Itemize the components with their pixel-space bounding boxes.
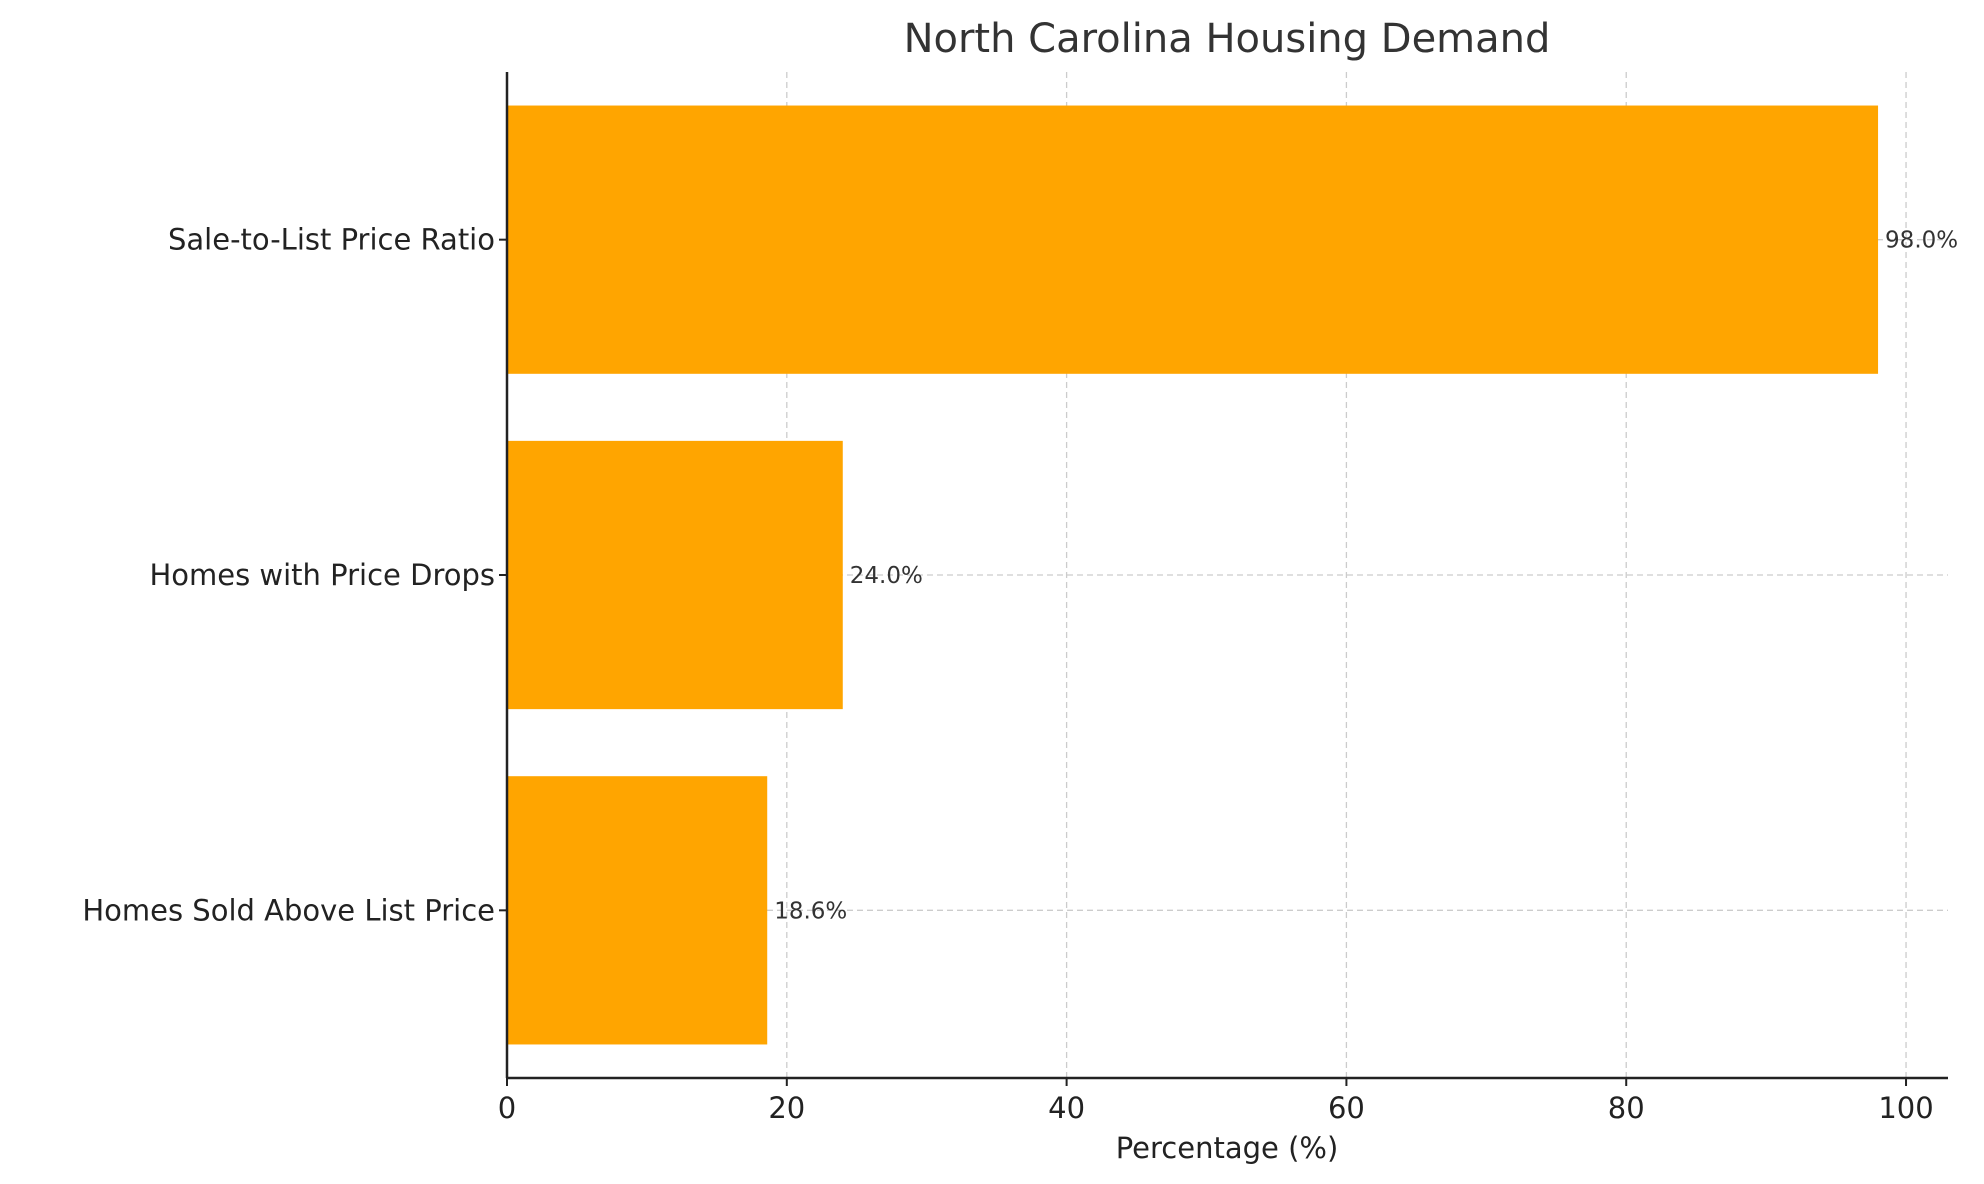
x-tick-label: 0 [498, 1091, 516, 1125]
chart-title: North Carolina Housing Demand [904, 16, 1551, 62]
data-label: 18.6% [774, 898, 847, 924]
axes: 0 20 40 60 80 100 Sale-to-List Price Ratio Home… [82, 72, 1948, 1125]
x-tick-label: 60 [1328, 1091, 1365, 1125]
x-axis-label: Percentage (%) [1116, 1131, 1339, 1165]
bar [507, 776, 768, 1045]
data-label: 98.0% [1885, 228, 1958, 254]
bar [507, 440, 843, 710]
data-label: 24.0% [850, 563, 923, 589]
bars: 98.0% 24.0% 18.6% [507, 105, 1958, 1045]
x-tick-label: 80 [1608, 1091, 1645, 1125]
y-tick-label: Sale-to-List Price Ratio [168, 223, 495, 257]
x-tick-label: 100 [1878, 1091, 1933, 1125]
x-tick-label: 20 [768, 1091, 805, 1125]
y-tick-label: Homes with Price Drops [149, 558, 495, 592]
y-tick-label: Homes Sold Above List Price [82, 893, 495, 927]
bar [507, 105, 1879, 374]
x-tick-label: 40 [1048, 1091, 1085, 1125]
